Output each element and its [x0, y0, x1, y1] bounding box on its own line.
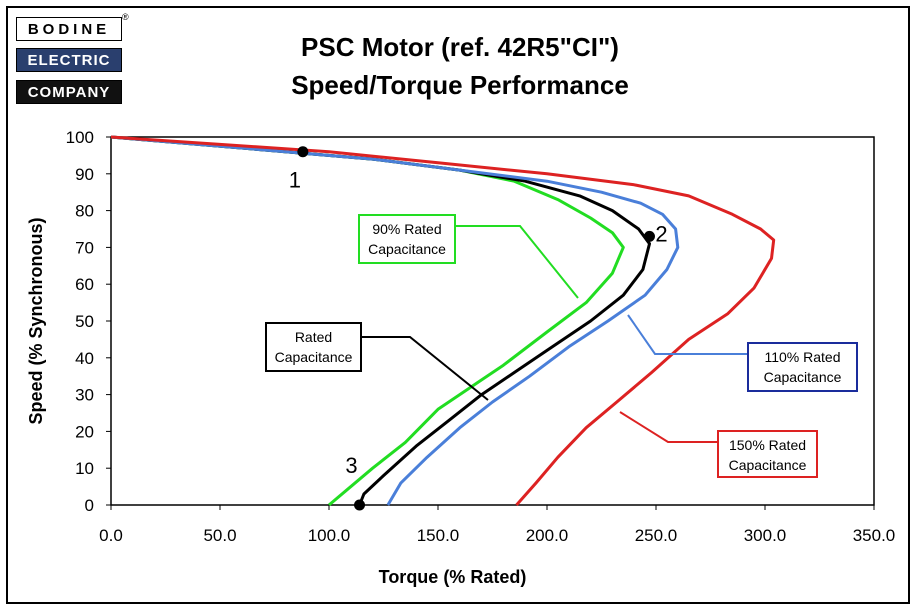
y-tick-label: 20	[75, 422, 94, 441]
y-tick-label: 40	[75, 349, 94, 368]
callout-1: Rated Capacitance	[265, 322, 362, 372]
callout-leader-3	[619, 411, 717, 443]
y-tick-label: 10	[75, 459, 94, 478]
y-tick-label: 90	[75, 165, 94, 184]
logo-company: COMPANY	[16, 80, 122, 104]
x-axis-label: Torque (% Rated)	[379, 567, 527, 587]
y-tick-label: 0	[85, 496, 94, 515]
callout-line: 90% Rated	[372, 221, 442, 237]
marker-label-2: 2	[655, 221, 667, 246]
marker-dot-3	[354, 499, 366, 511]
chart-title: PSC Motor (ref. 42R5"CI")	[301, 32, 619, 62]
marker-dot-2	[643, 230, 655, 242]
logo-bodine: BODINE	[16, 17, 122, 41]
callout-line: Capacitance	[274, 349, 353, 365]
logo-electric: ELECTRIC	[16, 48, 122, 72]
x-tick-label: 150.0	[417, 526, 460, 545]
callout-0: 90% Rated Capacitance	[358, 214, 456, 264]
chart-subtitle: Speed/Torque Performance	[291, 70, 629, 100]
x-tick-label: 0.0	[99, 526, 123, 545]
y-tick-label: 100	[66, 128, 94, 147]
callout-leader-0	[456, 225, 579, 299]
y-tick-label: 80	[75, 202, 94, 221]
y-tick-label: 70	[75, 238, 94, 257]
y-tick-label: 50	[75, 312, 94, 331]
x-tick-label: 50.0	[203, 526, 236, 545]
callout-2: 110% Rated Capacitance	[747, 342, 858, 392]
x-tick-label: 250.0	[635, 526, 678, 545]
x-tick-label: 300.0	[744, 526, 787, 545]
x-tick-label: 100.0	[308, 526, 351, 545]
callout-leader-1	[362, 336, 489, 401]
callout-line: Capacitance	[728, 457, 807, 473]
callout-line: Rated	[294, 329, 333, 345]
x-tick-label: 200.0	[526, 526, 569, 545]
registered-mark: ®	[122, 12, 129, 22]
callout-line: Capacitance	[368, 241, 446, 257]
y-axis-label: Speed (% Synchronous)	[26, 217, 46, 424]
callout-line: 110% Rated	[764, 349, 841, 365]
y-tick-label: 30	[75, 386, 94, 405]
x-tick-label: 350.0	[853, 526, 896, 545]
marker-label-1: 1	[289, 168, 301, 193]
callout-leader-2	[627, 314, 747, 355]
y-tick-label: 60	[75, 275, 94, 294]
series-line-3	[110, 135, 776, 506]
callout-3: 150% Rated Capacitance	[717, 430, 818, 478]
series-line-2	[110, 135, 680, 506]
marker-dot-1	[297, 146, 309, 158]
callout-line: 150% Rated	[728, 437, 807, 453]
callout-line: Capacitance	[763, 369, 842, 385]
marker-label-3: 3	[345, 453, 357, 478]
